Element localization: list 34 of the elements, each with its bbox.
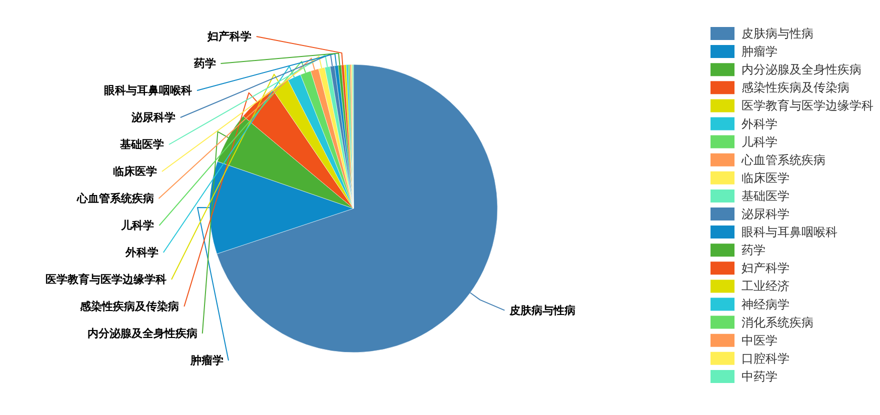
slice-label: 心血管系统疾病 [76, 192, 154, 205]
legend-label: 眼科与耳鼻咽喉科 [742, 225, 838, 240]
legend-label: 心血管系统疾病 [740, 152, 826, 167]
legend-label: 临床医学 [742, 170, 790, 185]
slice-label: 医学教育与医学边缘学科 [46, 273, 167, 286]
legend-label: 神经病学 [742, 297, 790, 312]
legend-label: 基础医学 [742, 188, 790, 203]
legend-label: 肿瘤学 [742, 44, 778, 59]
slice-label: 临床医学 [112, 165, 157, 178]
slice-label: 外科学 [124, 246, 158, 259]
slice-label: 儿科学 [120, 219, 154, 232]
legend-label: 皮肤病与性病 [742, 26, 814, 40]
legend-label: 外科学 [742, 116, 778, 131]
legend-label: 泌尿科学 [742, 207, 790, 221]
legend-label: 工业经济 [742, 279, 790, 294]
legend-label: 儿科学 [742, 134, 778, 149]
slice-label: 肿瘤学 [190, 354, 224, 367]
legend-label: 妇产科学 [742, 261, 790, 276]
legend-label: 医学教育与医学边缘学科 [742, 98, 874, 113]
slice-label: 感染性疾病及传染病 [79, 300, 180, 313]
legend-label: 感染性疾病及传染病 [742, 80, 850, 95]
slice-label: 内分泌腺及全身性疾病 [87, 327, 198, 340]
slice-label: 药学 [192, 57, 216, 70]
legend-label: 口腔科学 [742, 351, 790, 366]
legend-label: 消化系统疾病 [742, 315, 814, 330]
legend-label: 药学 [742, 243, 766, 258]
slice-label: 眼科与耳鼻咽喉科 [104, 84, 192, 97]
legend-label: 中医学 [742, 333, 778, 348]
legend-label: 中药学 [742, 369, 778, 384]
legend-label: 内分泌腺及全身性疾病 [742, 62, 862, 77]
slice-label: 基础医学 [119, 138, 164, 151]
slice-label: 妇产科学 [206, 30, 252, 43]
slice-label: 泌尿科学 [130, 111, 176, 124]
slice-label: 皮肤病与性病 [508, 304, 576, 317]
